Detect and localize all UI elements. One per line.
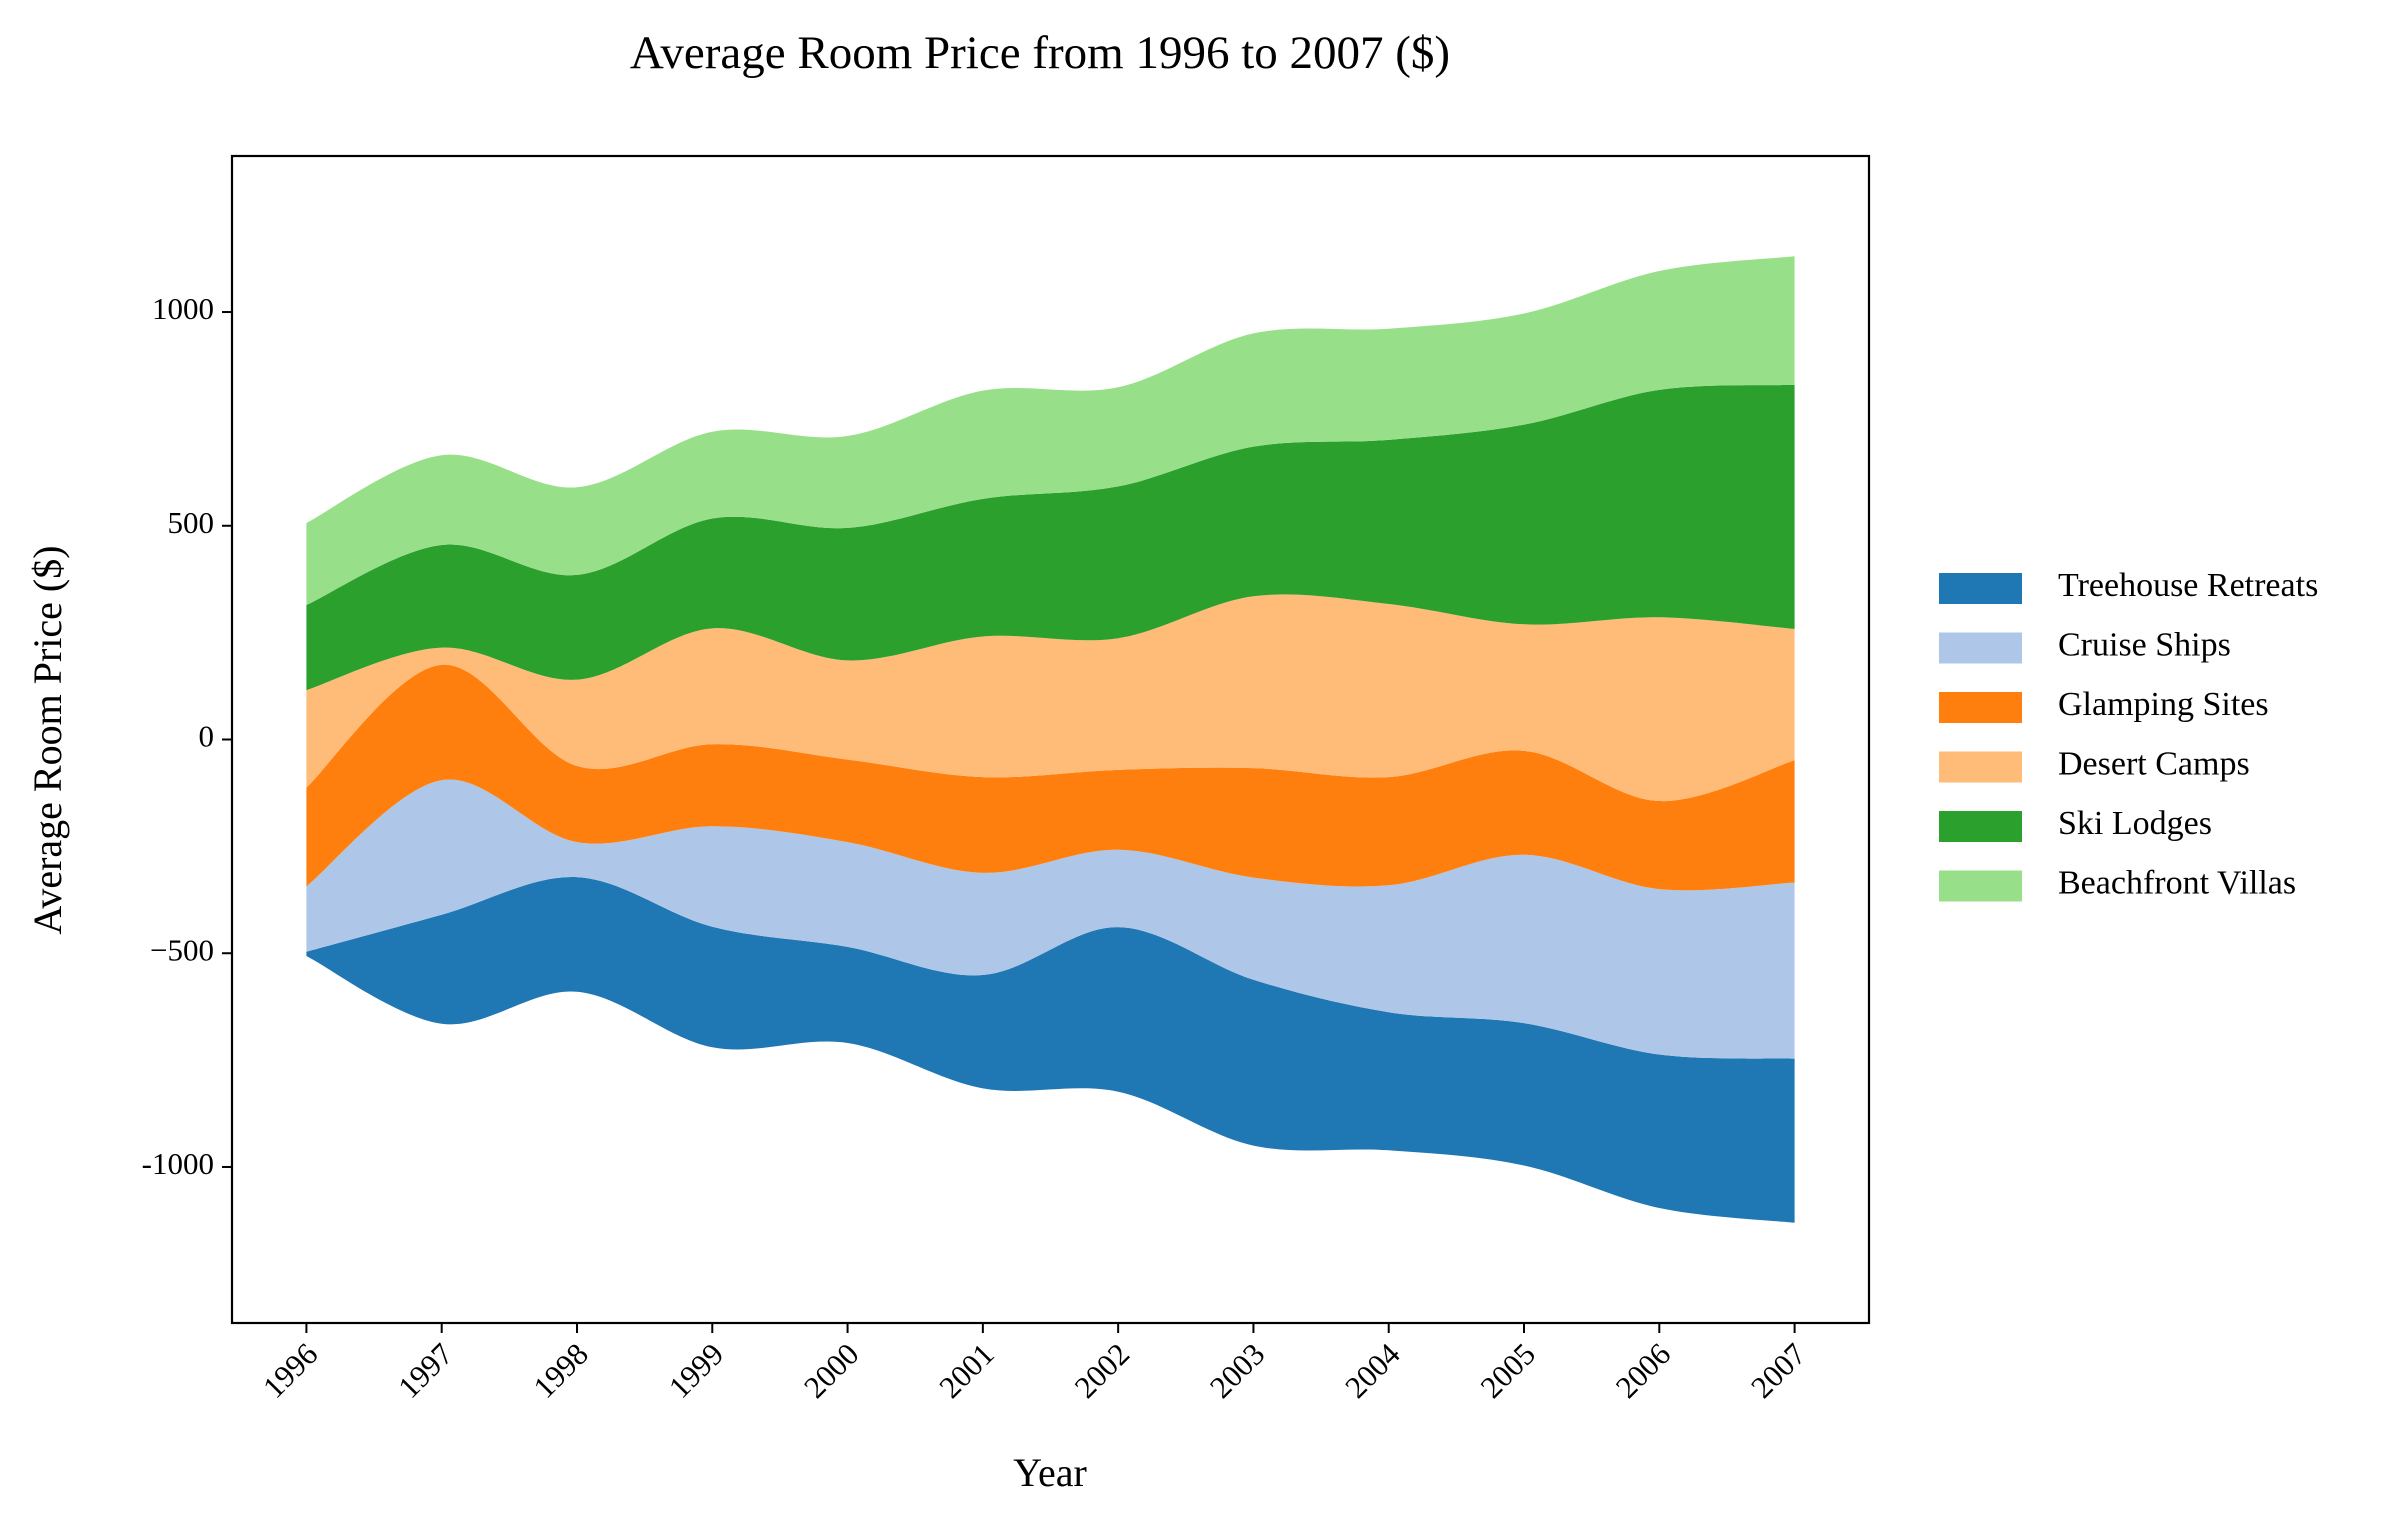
y-tick-label: −500 bbox=[150, 932, 214, 967]
x-tick-label: 2002 bbox=[1068, 1336, 1137, 1405]
legend-label: Beachfront Villas bbox=[2058, 864, 2296, 901]
x-tick-label: 2006 bbox=[1609, 1336, 1678, 1405]
legend-swatch bbox=[1939, 811, 2022, 842]
x-tick-label: 1999 bbox=[662, 1336, 731, 1405]
legend-label: Treehouse Retreats bbox=[2058, 567, 2318, 604]
x-tick-label: 1996 bbox=[256, 1336, 325, 1405]
x-tick-label: 2004 bbox=[1338, 1336, 1407, 1405]
stream-layer bbox=[306, 877, 1795, 1223]
legend-swatch bbox=[1939, 870, 2022, 902]
stream-layer bbox=[306, 384, 1795, 691]
x-tick-label: 1998 bbox=[526, 1336, 595, 1405]
legend-label: Ski Lodges bbox=[2058, 805, 2212, 842]
x-tick-label: 2005 bbox=[1473, 1336, 1542, 1405]
stream-layer bbox=[306, 664, 1795, 891]
legend-swatch bbox=[1939, 573, 2022, 604]
x-tick-label: 2000 bbox=[797, 1336, 866, 1405]
chart-title: Average Room Price from 1996 to 2007 ($) bbox=[630, 27, 1450, 79]
x-tick-label: 2001 bbox=[932, 1336, 1001, 1405]
y-tick-label: 0 bbox=[199, 719, 215, 754]
y-tick-label: -1000 bbox=[142, 1146, 214, 1181]
y-axis-label: Average Room Price ($) bbox=[25, 545, 70, 934]
x-tick-label: 1997 bbox=[391, 1336, 460, 1405]
legend-label: Glamping Sites bbox=[2058, 686, 2269, 723]
stream-layer bbox=[306, 594, 1795, 802]
y-tick-label: 1000 bbox=[152, 291, 214, 326]
stream-layer bbox=[306, 779, 1795, 1059]
legend-label: Cruise Ships bbox=[2058, 626, 2231, 663]
x-axis-label: Year bbox=[1013, 1450, 1087, 1495]
x-tick-label: 2007 bbox=[1744, 1336, 1813, 1405]
legend-swatch bbox=[1939, 632, 2022, 664]
legend-label: Desert Camps bbox=[2058, 745, 2250, 782]
y-tick-label: 500 bbox=[168, 505, 215, 540]
stream-layer bbox=[306, 256, 1795, 606]
legend-swatch bbox=[1939, 692, 2022, 723]
x-tick-label: 2003 bbox=[1203, 1336, 1272, 1405]
legend-swatch bbox=[1939, 751, 2022, 783]
